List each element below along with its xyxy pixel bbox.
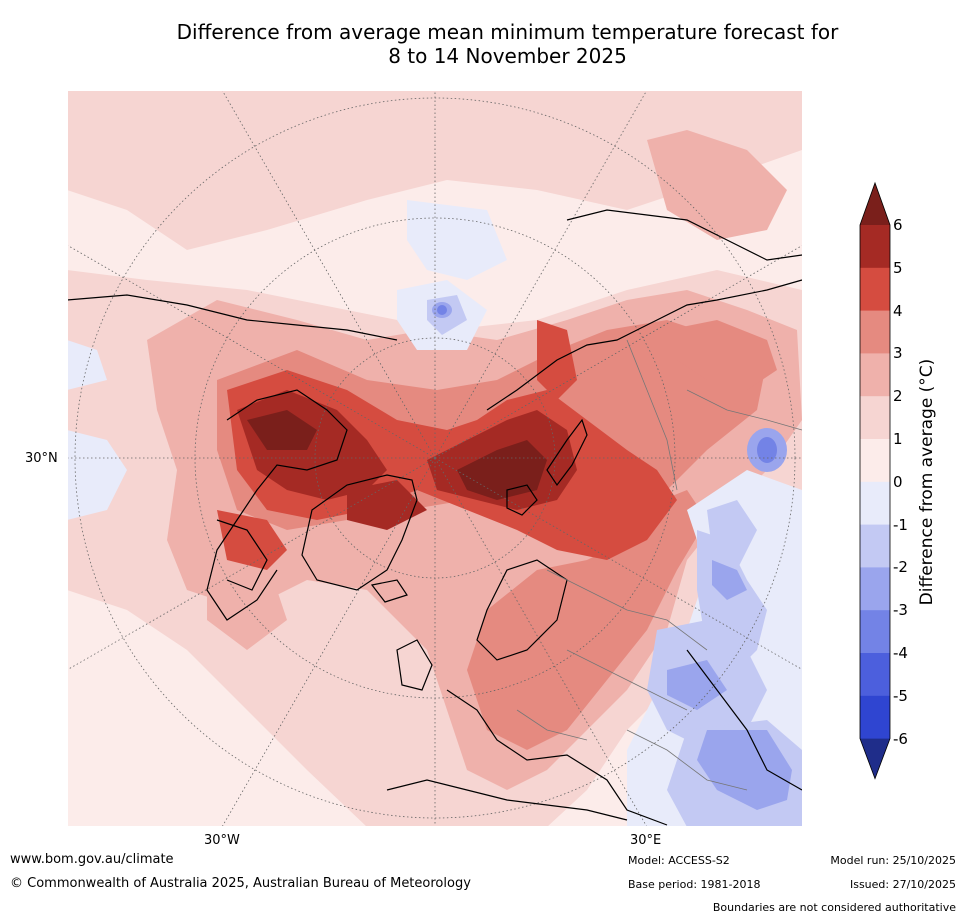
colorbar-tick-label: -6: [893, 729, 908, 748]
lat-label-30n: 30°N: [25, 451, 58, 466]
europe-coast: [446, 689, 668, 826]
colorbar-tick-label: 4: [893, 301, 903, 320]
footer-disclaimer: Boundaries are not considered authoritat…: [712, 901, 956, 914]
colorbar-tick-label: 5: [893, 258, 903, 277]
footer-url[interactable]: www.bom.gov.au/climate: [10, 852, 174, 867]
colorbar-segment: [860, 481, 890, 526]
lon-label-30w: 30°W: [204, 833, 240, 848]
colorbar-over-arrow: [860, 183, 890, 225]
forecast-map[interactable]: [67, 90, 803, 827]
colorbar-segment: [860, 439, 890, 483]
anomaly-band-minus-3-minus-4: [437, 305, 777, 463]
colorbar-label: Difference from average (°C): [917, 358, 937, 606]
mediterranean-coast: [386, 779, 628, 821]
scandinavia-coast: [476, 559, 568, 661]
hudson-bay-coast: [216, 519, 268, 591]
east-siberia-coast: [566, 209, 803, 261]
colorbar-tick-label: 2: [893, 387, 903, 406]
colorbar-tick-label: 6: [893, 216, 903, 234]
colorbar-segment: [860, 225, 890, 269]
colorbar-segment: [860, 610, 890, 654]
colorbar-tick-label: -3: [893, 601, 908, 620]
footer-base-period: Base period: 1981-2018: [628, 878, 761, 891]
country-borders: [516, 339, 803, 791]
colorbar-frame: [859, 181, 891, 780]
map-frame: [67, 90, 803, 827]
colorbar-tick-label: -5: [893, 686, 908, 705]
svalbard-coast: [506, 484, 538, 516]
coastlines: [67, 209, 803, 826]
iceland-coast: [370, 579, 408, 603]
colorbar-segment: [860, 567, 890, 611]
anomaly-band-minus-2-minus-3: [432, 302, 792, 810]
lon-label-30e: 30°E: [630, 833, 662, 848]
greenland-coast: [301, 474, 418, 591]
colorbar: [859, 181, 891, 780]
colorbar-tick-label: -4: [893, 644, 908, 662]
colorbar-segment: [860, 524, 890, 568]
chart-title-line2: 8 to 14 November 2025: [388, 44, 627, 68]
colorbar-tick-label: 1: [893, 430, 903, 448]
footer-model: Model: ACCESS-S2: [628, 854, 730, 867]
colorbar-segment: [860, 653, 890, 697]
colorbar-tick-label: 0: [893, 472, 903, 491]
chart-title-line1: Difference from average mean minimum tem…: [176, 20, 839, 44]
colorbar-under-arrow: [860, 738, 890, 779]
footer-copyright: © Commonwealth of Australia 2025, Austra…: [10, 876, 471, 891]
novaya-zemlya-coast: [546, 418, 588, 487]
colorbar-segment: [860, 310, 890, 354]
colorbar-tick-label: -2: [893, 558, 908, 577]
siberia-coast: [67, 294, 398, 341]
russia-north-coast: [486, 279, 803, 411]
britain-coast: [396, 639, 433, 691]
colorbar-segment: [860, 396, 890, 440]
footer-issued: Issued: 27/10/2025: [849, 878, 956, 891]
graticule: [67, 90, 803, 827]
asia-coast: [686, 649, 803, 791]
footer-model-run: Model run: 25/10/2025: [830, 854, 956, 867]
colorbar-segment: [860, 267, 890, 312]
chart-title: Difference from average mean minimum tem…: [60, 20, 955, 68]
colorbar-segment: [860, 695, 890, 740]
colorbar-tick-label: 3: [893, 344, 903, 363]
colorbar-segment: [860, 353, 890, 397]
colorbar-tick-label: -1: [893, 515, 908, 534]
canadian-arctic-coast: [206, 389, 348, 621]
